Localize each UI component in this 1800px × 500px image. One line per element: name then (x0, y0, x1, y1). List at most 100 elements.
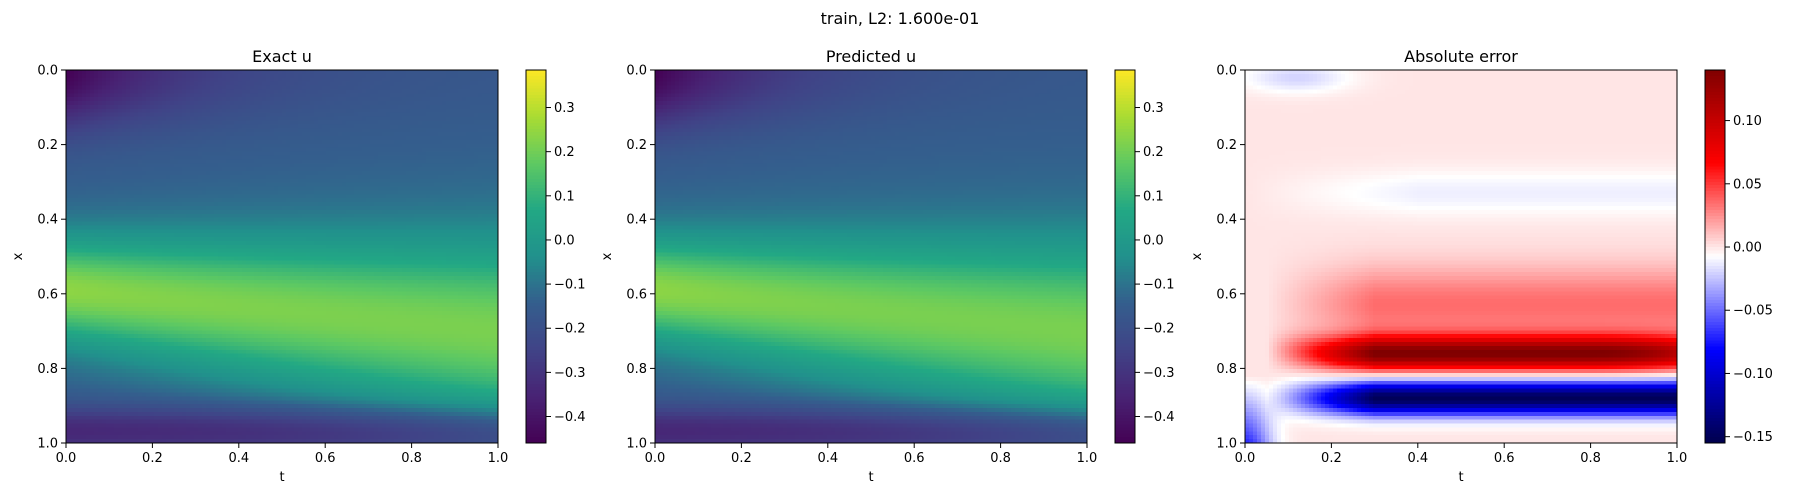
heatmap-cell (358, 148, 363, 152)
heatmap-cell (178, 179, 183, 183)
heatmap-cell (382, 183, 387, 187)
heatmap-cell (386, 175, 391, 179)
heatmap-cell (446, 124, 451, 128)
heatmap-cell (458, 152, 463, 156)
heatmap-cell (122, 128, 127, 132)
heatmap-cell (334, 113, 339, 117)
heatmap-cell (302, 121, 307, 125)
heatmap-cell (442, 136, 447, 140)
heatmap-cell (126, 78, 131, 82)
heatmap-cell (126, 93, 131, 97)
heatmap-cell (222, 78, 227, 82)
heatmap-cell (458, 190, 463, 194)
heatmap-cell (218, 187, 223, 191)
heatmap-cell (350, 171, 355, 175)
heatmap-cell (94, 140, 99, 144)
heatmap-cell (162, 136, 167, 140)
heatmap-cell (286, 175, 291, 179)
heatmap-cell (466, 86, 471, 90)
heatmap-cell (310, 128, 315, 132)
heatmap-cell (462, 105, 467, 109)
heatmap-cell (106, 187, 111, 191)
heatmap-cell (250, 187, 255, 191)
heatmap-cell (118, 70, 123, 74)
heatmap-cell (90, 86, 95, 90)
heatmap-cell (174, 132, 179, 136)
heatmap-cell (342, 117, 347, 121)
heatmap-cell (266, 109, 271, 113)
heatmap-cell (438, 82, 443, 86)
heatmap-cell (446, 82, 451, 86)
heatmap-cell (142, 109, 147, 113)
heatmap-cell (490, 128, 495, 132)
heatmap-cell (194, 175, 199, 179)
heatmap-cell (170, 187, 175, 191)
heatmap-cell (314, 89, 319, 93)
heatmap-cell (86, 183, 91, 187)
heatmap-cell (270, 175, 275, 179)
heatmap-cell (490, 136, 495, 140)
heatmap-cell (330, 190, 335, 194)
heatmap-cell (262, 121, 267, 125)
heatmap-cell (462, 113, 467, 117)
heatmap-cell (438, 89, 443, 93)
heatmap-cell (474, 74, 479, 78)
heatmap-cell (178, 124, 183, 128)
heatmap-cell (234, 155, 239, 159)
heatmap-cell (370, 78, 375, 82)
heatmap-cell (174, 97, 179, 101)
heatmap-cell (438, 140, 443, 144)
heatmap-cell (366, 132, 371, 136)
heatmap-cell (486, 132, 491, 136)
heatmap-cell (154, 194, 159, 198)
heatmap-cell (354, 105, 359, 109)
heatmap-cell (262, 171, 267, 175)
heatmap-cell (218, 171, 223, 175)
heatmap-cell (186, 124, 191, 128)
heatmap-cell (106, 93, 111, 97)
heatmap-cell (266, 179, 271, 183)
heatmap-cell (250, 190, 255, 194)
heatmap-cell (462, 136, 467, 140)
heatmap-cell (94, 171, 99, 175)
heatmap-cell (370, 128, 375, 132)
heatmap-cell (410, 132, 415, 136)
heatmap-cell (118, 86, 123, 90)
heatmap-cell (286, 198, 291, 202)
heatmap-cell (138, 194, 143, 198)
heatmap-cell (466, 121, 471, 125)
heatmap-cell (230, 89, 235, 93)
heatmap-cell (202, 121, 207, 125)
heatmap-cell (354, 128, 359, 132)
heatmap-cell (82, 194, 87, 198)
heatmap-cell (438, 124, 443, 128)
heatmap-cell (330, 148, 335, 152)
heatmap-cell (266, 144, 271, 148)
heatmap-cell (122, 202, 127, 206)
heatmap-cell (354, 89, 359, 93)
heatmap-cell (310, 171, 315, 175)
heatmap-cell (466, 89, 471, 93)
heatmap-cell (466, 132, 471, 136)
heatmap-cell (486, 198, 491, 202)
heatmap-cell (438, 183, 443, 187)
heatmap-cell (134, 190, 139, 194)
heatmap-cell (206, 136, 211, 140)
heatmap-cell (174, 190, 179, 194)
heatmap-cell (426, 86, 431, 90)
heatmap-cell (178, 175, 183, 179)
heatmap-cell (186, 198, 191, 202)
heatmap-cell (262, 93, 267, 97)
heatmap-cell (282, 78, 287, 82)
heatmap-cell (330, 70, 335, 74)
heatmap-cell (78, 117, 83, 121)
heatmap-cell (334, 93, 339, 97)
heatmap-cell (234, 93, 239, 97)
heatmap-cell (142, 93, 147, 97)
heatmap-cell (458, 179, 463, 183)
heatmap-cell (182, 198, 187, 202)
heatmap-cell (278, 86, 283, 90)
heatmap-cell (466, 171, 471, 175)
heatmap-cell (434, 74, 439, 78)
heatmap-cell (366, 140, 371, 144)
